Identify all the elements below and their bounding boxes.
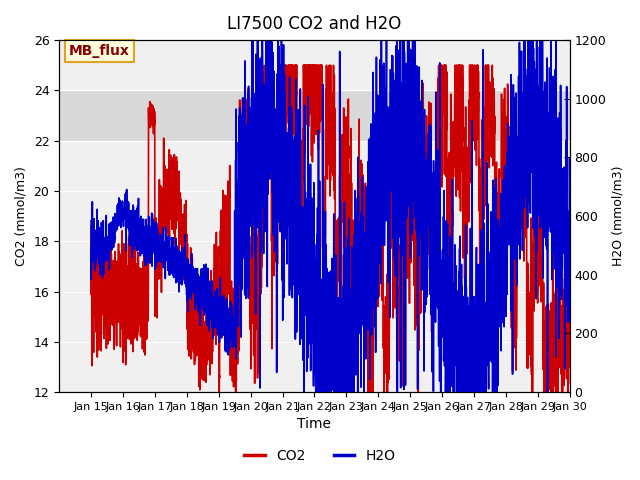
X-axis label: Time: Time bbox=[298, 418, 332, 432]
H2O bbox=[520, 184, 528, 190]
Y-axis label: CO2 (mmol/m3): CO2 (mmol/m3) bbox=[15, 166, 28, 266]
H2O bbox=[598, 290, 605, 296]
CO2 bbox=[87, 224, 95, 229]
CO2 bbox=[457, 62, 465, 68]
Bar bbox=[59, 90, 570, 141]
CO2 bbox=[490, 97, 497, 103]
H2O bbox=[593, 389, 600, 395]
Legend: CO2, H2O: CO2, H2O bbox=[239, 443, 401, 468]
Title: LI7500 CO2 and H2O: LI7500 CO2 and H2O bbox=[227, 15, 401, 33]
Line: H2O: H2O bbox=[91, 40, 602, 392]
Y-axis label: H2O (mmol/m3): H2O (mmol/m3) bbox=[612, 166, 625, 266]
H2O bbox=[248, 37, 256, 43]
Line: CO2: CO2 bbox=[91, 65, 602, 392]
CO2 bbox=[192, 266, 200, 272]
H2O bbox=[192, 302, 200, 308]
CO2 bbox=[593, 234, 600, 240]
CO2 bbox=[520, 258, 528, 264]
H2O bbox=[457, 348, 465, 353]
CO2 bbox=[216, 389, 223, 395]
CO2 bbox=[598, 255, 605, 261]
H2O bbox=[490, 178, 497, 183]
H2O bbox=[87, 218, 95, 224]
H2O bbox=[412, 204, 420, 210]
Text: MB_flux: MB_flux bbox=[68, 44, 130, 58]
CO2 bbox=[412, 277, 420, 283]
CO2 bbox=[259, 62, 266, 68]
H2O bbox=[300, 389, 308, 395]
